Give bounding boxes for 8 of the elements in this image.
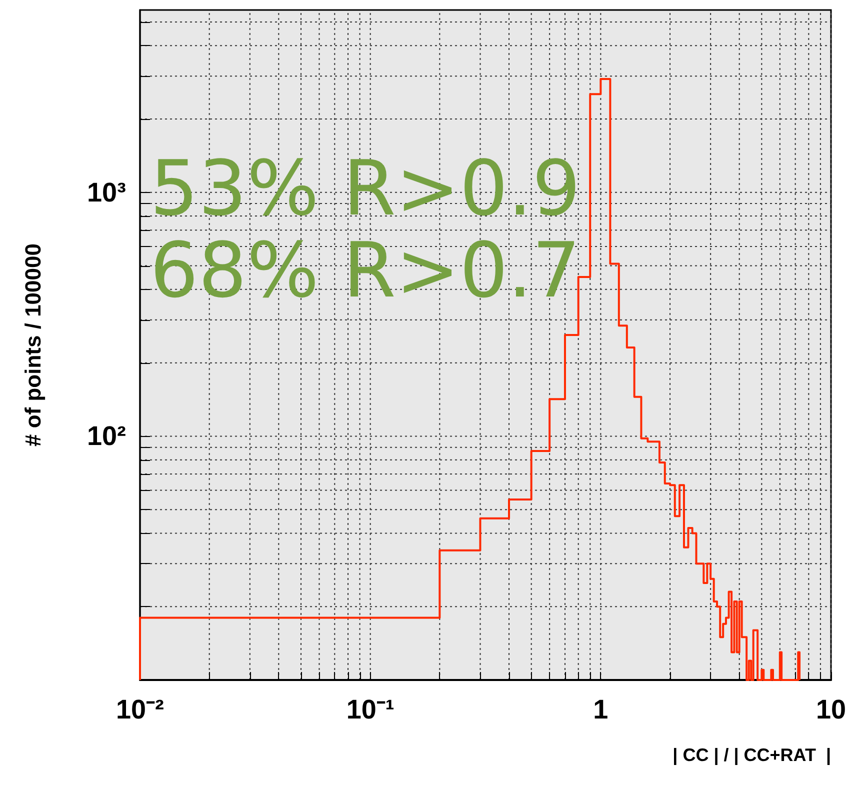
y-axis-title: # of points / 100000 — [20, 244, 46, 446]
x-tick-label: 1 — [593, 694, 608, 724]
x-tick-label: 10 — [816, 694, 846, 724]
y-tick-label: 10³ — [86, 177, 126, 208]
y-tick-label: 10² — [86, 421, 126, 452]
x-tick-label: 10⁻¹ — [346, 694, 394, 724]
x-tick-label: 10⁻² — [116, 694, 164, 724]
x-axis-title: | CC | / | CC+RAT | — [672, 745, 831, 765]
